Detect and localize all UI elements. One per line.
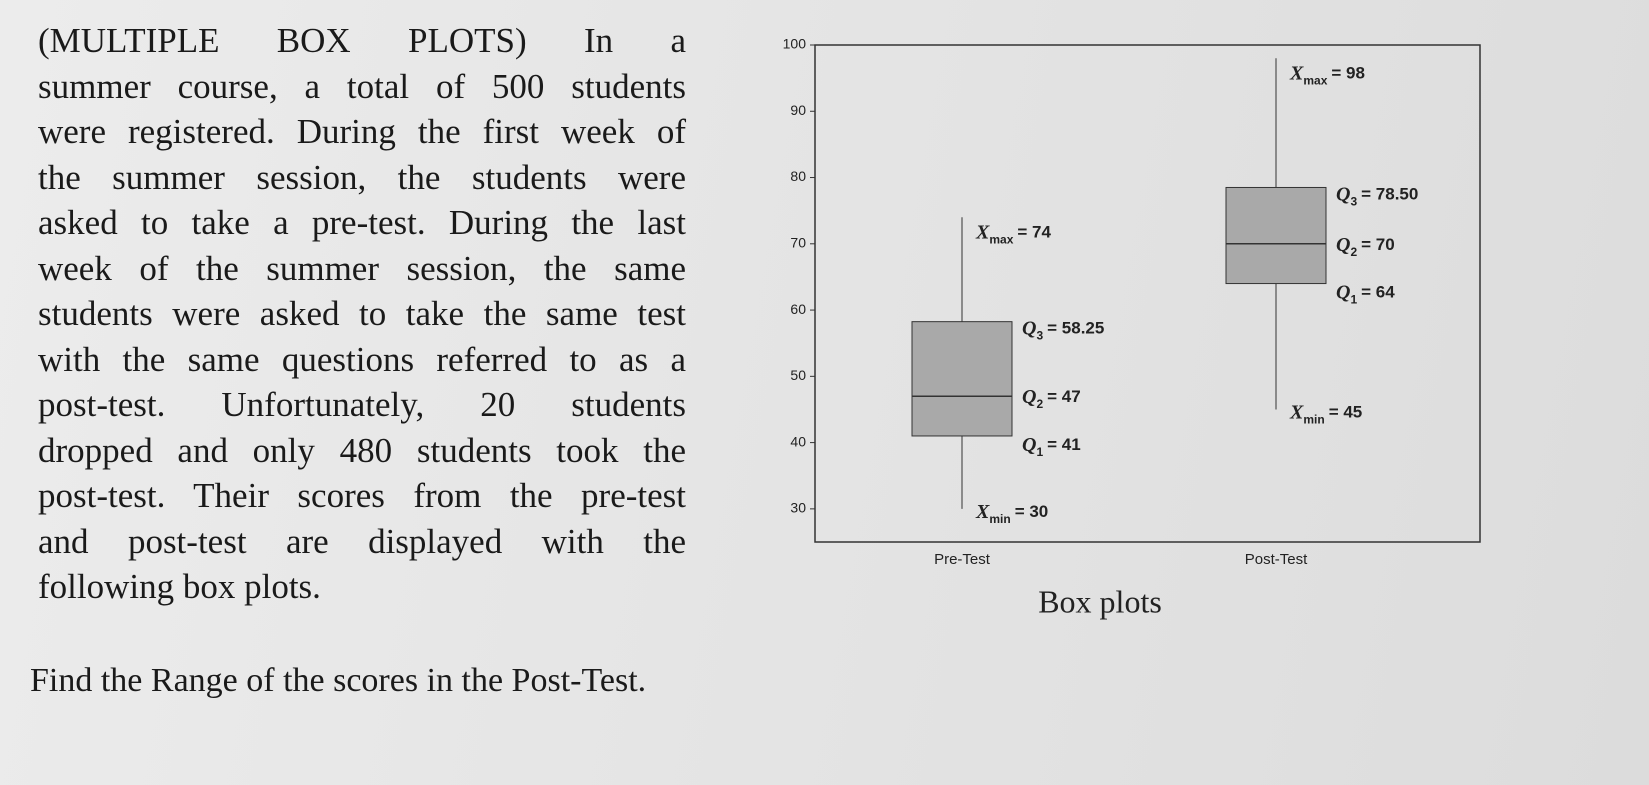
y-tick-label: 60 [790,301,806,317]
value-label: = 70 [1361,235,1395,254]
annotation: Xmax = 74 [975,221,1051,247]
text-line: with the same questions referred to as a [38,339,686,379]
symbol: X [975,500,990,522]
annotation: Xmin = 30 [975,500,1048,526]
text-line: and post-test are displayed with the [38,521,686,561]
text-line: week of the summer session, the same [38,248,686,288]
y-tick-label: 50 [790,367,806,383]
box [911,321,1013,437]
symbol-subscript: max [989,232,1013,246]
symbol: Q [1022,434,1036,456]
value-label: = 78.50 [1361,185,1418,204]
x-tick-label: Post-Test [1245,551,1308,568]
text-line: dropped and only 480 students took the [38,430,686,470]
symbol-subscript: 2 [1350,245,1357,259]
symbol: Q [1336,281,1350,303]
text-line: students were asked to take the same tes… [38,294,686,333]
y-tick-label: 70 [790,235,806,251]
plot-frame [814,44,1481,543]
value-label: = 30 [1015,502,1049,521]
value-label: = 98 [1331,64,1365,83]
symbol-subscript: min [1303,413,1324,427]
annotation: Q2 = 47 [1022,386,1081,412]
symbol: X [975,221,990,243]
question: Find the Range of the scores in the Post… [30,662,647,699]
annotation: Xmin = 45 [1289,401,1362,427]
symbol-subscript: 1 [1350,293,1357,307]
y-tick-label: 90 [790,102,806,118]
value-label: = 47 [1047,388,1081,407]
symbol-subscript: 2 [1036,397,1043,411]
symbol-subscript: 1 [1036,445,1043,459]
chart-caption: Box plots [1038,583,1162,619]
annotation: Xmax = 98 [1289,62,1365,88]
annotation: Q3 = 78.50 [1336,183,1418,209]
symbol-subscript: 3 [1036,329,1043,343]
text-line: (MULTIPLE BOX PLOTS) In a [38,21,686,60]
problem-text: (MULTIPLE BOX PLOTS) In a summer course, … [38,18,686,610]
symbol-subscript: min [989,512,1010,526]
annotation: Q1 = 64 [1336,281,1395,307]
symbol: Q [1336,233,1350,255]
symbol: Q [1336,183,1350,205]
y-tick-label: 80 [790,168,806,184]
value-label: = 74 [1017,223,1051,242]
annotation: Q3 = 58.25 [1022,317,1104,343]
y-tick-label: 40 [790,433,806,449]
symbol-subscript: max [1303,73,1327,87]
text-line: were registered. During the first week o… [38,112,686,151]
value-label: = 64 [1361,283,1395,302]
symbol: Q [1022,386,1036,408]
annotation: Q1 = 41 [1022,434,1081,460]
text-line: post-test. Unfortunately, 20 students [38,385,686,424]
symbol: X [1289,401,1304,423]
value-label: = 45 [1329,403,1363,422]
symbol-subscript: 3 [1350,195,1357,209]
y-tick-label: 100 [783,36,807,52]
box [1225,186,1327,285]
text-line: post-test. Their scores from the pre-tes… [38,476,686,515]
symbol: X [1289,62,1304,84]
x-tick-label: Pre-Test [934,551,991,568]
text-line: the summer session, the students were [38,157,686,197]
value-label: = 58.25 [1047,319,1104,338]
value-label: = 41 [1047,435,1081,454]
text-line: asked to take a pre-test. During the las… [38,203,686,242]
annotation: Q2 = 70 [1336,233,1395,259]
symbol: Q [1022,317,1036,339]
y-tick-label: 30 [790,500,806,516]
text-line: following box plots. [38,567,321,606]
text-line: summer course, a total of 500 students [38,66,686,106]
